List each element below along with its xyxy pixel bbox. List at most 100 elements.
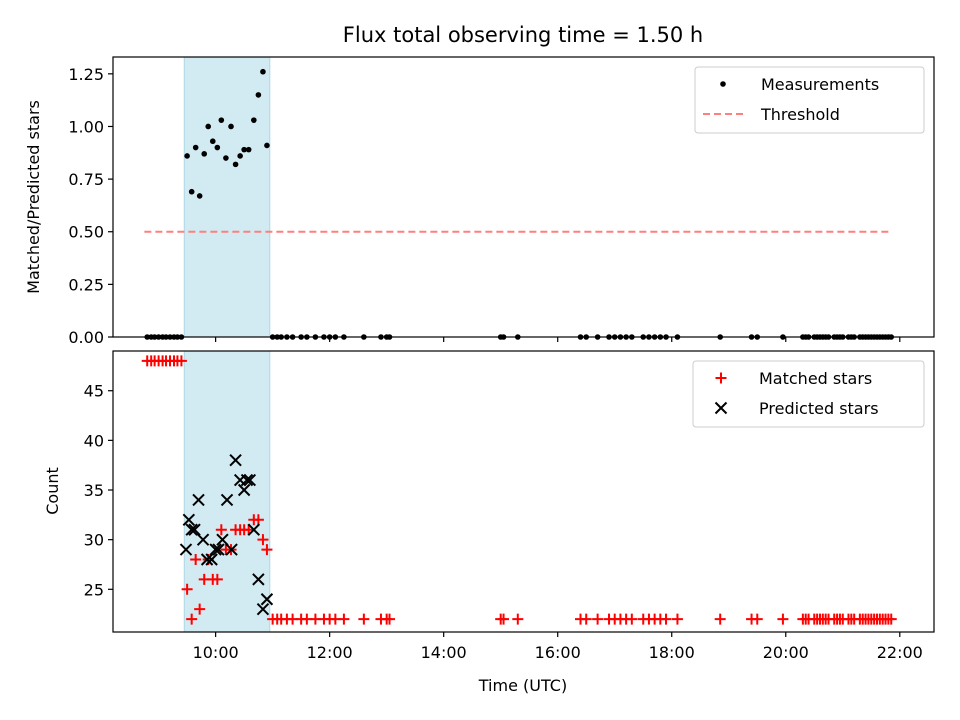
matched-star-point (512, 613, 524, 625)
measurement-point (245, 146, 252, 153)
x-tick-label: 14:00 (421, 643, 467, 662)
axes-frame (112, 350, 935, 633)
legend-plus-marker (715, 372, 727, 384)
predicted-star-point (240, 473, 254, 487)
measurement-point (237, 153, 243, 159)
x-axis-label: Time (UTC) (478, 676, 567, 695)
matched-star-point (660, 613, 672, 625)
predicted-star-point (216, 533, 229, 546)
matched-star-point (175, 355, 187, 367)
y-tick-label: 0.00 (68, 328, 104, 347)
legend-label: Threshold (760, 105, 840, 124)
legend-box (694, 66, 925, 134)
legend-box (692, 360, 925, 428)
y-tick-label: 25 (84, 580, 104, 599)
ratio-panel: 0.00 0.25 0.50 0.75 1.00 1.25 Matched/Predict… (24, 56, 935, 347)
y-tick-label: 1.00 (68, 117, 104, 136)
matched-star-point (358, 613, 370, 625)
legend-x-marker (714, 401, 728, 415)
matched-star-point (384, 613, 396, 625)
count-panel-ylabel: Count (43, 467, 62, 515)
predicted-star-point (220, 493, 234, 507)
measurement-point (260, 68, 266, 75)
predicted-star-point (185, 523, 198, 536)
matched-star-point (714, 613, 726, 625)
y-tick-label: 0.25 (68, 275, 104, 294)
x-tick-label: 18:00 (649, 643, 695, 662)
y-tick-label: 40 (84, 431, 104, 450)
predicted-star-point (196, 533, 210, 546)
measurement-point (251, 117, 257, 123)
legend-label: Measurements (761, 75, 879, 94)
measurement-point (264, 142, 270, 149)
predicted-star-point (212, 543, 225, 556)
matched-star-point (498, 613, 510, 625)
matched-star-point (626, 613, 638, 625)
measurement-point (201, 151, 208, 157)
measurement-point (205, 123, 212, 130)
predicted-star-point (252, 573, 265, 586)
measurement-point (255, 92, 262, 98)
x-tick-label: 22:00 (877, 643, 923, 662)
ratio-panel-ylabel: Matched/Predicted stars (24, 100, 43, 294)
matched-star-point (777, 613, 789, 625)
predicted-star-point (229, 454, 242, 467)
measurement-point (241, 146, 247, 153)
ratio-panel-legend: Measurements Threshold (694, 66, 925, 134)
predicted-star-point (179, 543, 193, 556)
observing-window-band (183, 350, 271, 633)
matched-star-point (211, 573, 223, 585)
x-tick-label: 12:00 (307, 643, 353, 662)
matched-star-point (181, 583, 193, 595)
measurement-point (232, 161, 239, 168)
measurement-point (228, 123, 234, 130)
measurement-point (223, 155, 229, 161)
predicted-star-point (243, 473, 257, 487)
measurement-point (196, 193, 203, 199)
figure-title: Flux total observing time = 1.50 h (343, 23, 703, 47)
y-tick-label: 30 (84, 531, 104, 550)
matched-star-point (243, 524, 255, 536)
measurement-point (188, 188, 195, 195)
axes-frame (112, 56, 935, 338)
predicted-star-point (225, 543, 238, 556)
count-panel: 25 30 35 40 45 10:00 12:00 14:00 16:00 18:00 20:00… (43, 350, 935, 662)
count-panel-legend: Matched stars Predicted stars (692, 360, 925, 428)
predicted-star-point (192, 493, 205, 507)
x-tick-label: 20:00 (763, 643, 809, 662)
matched-star-point (580, 613, 592, 625)
predicted-star-point (182, 513, 196, 527)
predicted-star-point (237, 483, 251, 497)
legend-label: Predicted stars (759, 399, 879, 418)
measurement-point (218, 117, 225, 123)
legend-label: Matched stars (759, 369, 872, 388)
matched-star-point (592, 613, 604, 625)
x-tick-label: 10:00 (193, 643, 239, 662)
measurement-point (214, 144, 221, 151)
predicted-star-point (247, 523, 261, 536)
matched-star-point (671, 613, 683, 625)
measurement-point (209, 138, 216, 145)
matched-star-point (257, 534, 269, 546)
y-tick-label: 45 (84, 382, 104, 401)
matched-star-point (194, 603, 206, 615)
measurement-point (192, 144, 199, 151)
matched-star-point (215, 524, 227, 536)
matched-star-point (190, 554, 202, 566)
predicted-star-point (200, 553, 214, 566)
matched-star-point (252, 514, 264, 526)
x-tick-label: 16:00 (535, 643, 581, 662)
predicted-star-point (260, 593, 274, 606)
predicted-star-point (205, 553, 218, 566)
y-tick-label: 35 (84, 481, 104, 500)
y-tick-label: 0.50 (68, 223, 104, 242)
predicted-star-point (209, 543, 222, 556)
y-tick-label: 1.25 (68, 65, 104, 84)
predicted-star-point (188, 523, 201, 536)
y-tick-label: 0.75 (68, 170, 104, 189)
matched-star-point (751, 613, 763, 625)
predicted-star-point (256, 602, 270, 616)
matched-star-point (338, 613, 350, 625)
measurement-point (184, 153, 190, 159)
